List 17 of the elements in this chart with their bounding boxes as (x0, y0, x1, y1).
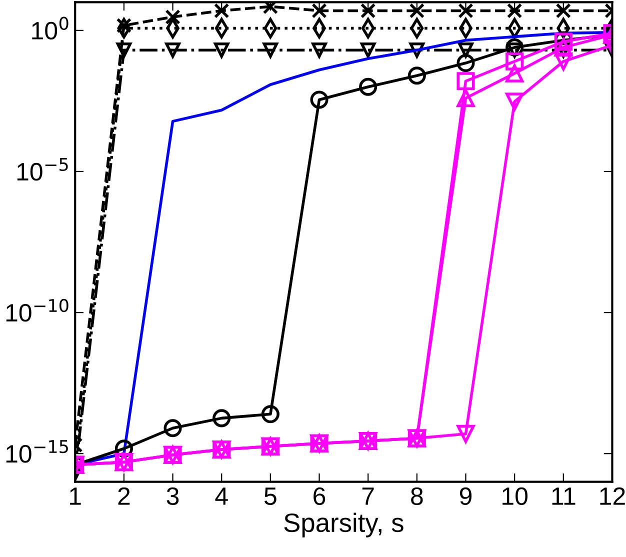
x-tick-label: 9 (460, 487, 472, 506)
x-tick-label: 1 (70, 488, 81, 505)
x-tick-label: 5 (264, 488, 276, 506)
x-tick-label: 10 (502, 487, 528, 506)
x-tick-label: 8 (411, 487, 423, 506)
x-tick-label: 12 (600, 487, 625, 505)
x-tick-label: 6 (314, 487, 326, 506)
x-tick-label: 4 (215, 488, 228, 505)
x-axis-title: Sparsity, s (284, 512, 404, 538)
x-tick-label: 7 (362, 488, 374, 505)
y-tick-label: 10$^{0}$ (32, 16, 68, 40)
x-tick-label: 2 (118, 487, 130, 505)
x-tick-label: 11 (552, 488, 576, 505)
y-tick-label: 10$^{−15}$ (6, 440, 68, 463)
y-tick-label: 10$^{−5}$ (17, 158, 68, 181)
x-tick-label: 3 (166, 487, 179, 506)
y-tick-label: 10$^{−10}$ (6, 298, 68, 322)
